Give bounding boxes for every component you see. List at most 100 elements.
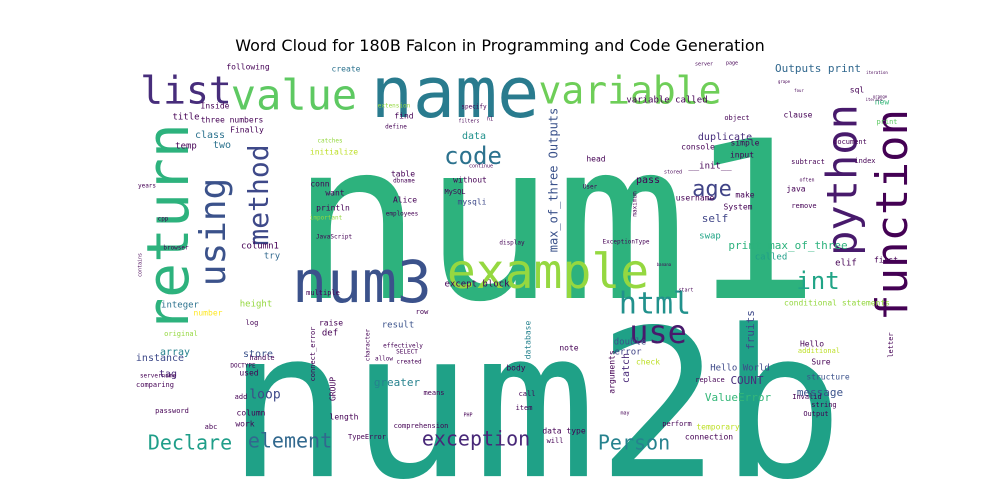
word-cpp: cpp (158, 216, 169, 223)
word-grape: grape (778, 79, 791, 84)
word-self: self (702, 212, 729, 225)
word-subtract: subtract (791, 158, 825, 166)
word-num2b: num2b (226, 287, 843, 500)
word-iterate: iterate (866, 97, 883, 102)
word-servername: servername (140, 373, 177, 380)
word-means: means (423, 389, 444, 397)
word-print: print (876, 118, 897, 126)
word-arguments: arguments (608, 350, 617, 394)
word-server: server (695, 62, 713, 68)
word-specify: specify (461, 104, 487, 111)
word-array: array (160, 347, 190, 358)
word-exceptiontype: ExceptionType (603, 239, 650, 246)
word-comparing: comparing (136, 381, 174, 389)
word-invalid: Invalid (792, 393, 822, 401)
word-inside: Inside (201, 102, 230, 111)
word-valueerror: ValueError (705, 391, 772, 404)
word-initialize: initialize (310, 148, 358, 157)
word-outputs-print: Outputs print (775, 62, 861, 75)
word-typeerror: TypeError (348, 433, 386, 441)
word-number: number (194, 309, 223, 318)
word-finally: Finally (230, 126, 264, 135)
word-want: want (325, 189, 344, 198)
word-elif: elif (835, 259, 857, 269)
word-object: object (724, 114, 749, 122)
word-handle: handle (249, 354, 274, 362)
word-may: may (620, 411, 629, 417)
word-perform: perform (662, 420, 692, 428)
word-mysqli: mysqli (458, 198, 487, 207)
word-log: log (246, 319, 259, 327)
word-simple: simple (731, 139, 760, 148)
word-created: created (396, 359, 422, 366)
word-connection: connection (685, 433, 733, 442)
word-try: try (264, 252, 281, 262)
word-row: row (416, 308, 429, 316)
word-hello-world: Hello World (710, 364, 770, 374)
word-duplicate: duplicate (698, 132, 752, 143)
word-used: used (239, 369, 258, 378)
word-table: table (391, 170, 415, 179)
word-length: length (330, 413, 359, 422)
word-connect-error: connect_error (309, 327, 317, 382)
word-filters: filters (458, 119, 479, 125)
word-three-numbers: three numbers (201, 116, 264, 125)
word-system: System (724, 203, 753, 212)
word-user: User (583, 184, 598, 191)
word-maximum: maximum (632, 191, 639, 217)
word-structure: structure (806, 373, 850, 382)
word-h1: h1 (487, 117, 493, 123)
word-loop: loop (249, 388, 280, 403)
word-find: find (394, 112, 413, 121)
word-method: method (242, 144, 275, 245)
word-fruits: fruits (744, 310, 757, 350)
word-replace: replace (695, 376, 725, 384)
word-swap: swap (699, 232, 721, 242)
word-database: database (524, 321, 533, 360)
word-remove: remove (791, 202, 816, 210)
word-html: html (619, 287, 691, 322)
word-called: called (755, 253, 788, 263)
word-conditional-statements: conditional statements (784, 299, 890, 308)
word-num3: num3 (292, 248, 432, 316)
word-character: character (365, 328, 372, 361)
word-input: input (730, 151, 754, 160)
word-exception: exception (422, 427, 530, 451)
word-abc: abc (205, 423, 218, 431)
word-except-block: except block (444, 280, 510, 290)
word-following: following (226, 63, 270, 72)
word-age: age (692, 177, 732, 202)
word-new: new (875, 98, 890, 107)
word-first: first (874, 256, 898, 265)
word-person: Person (598, 431, 670, 455)
word-value: value (231, 71, 357, 120)
word-make: make (735, 191, 754, 200)
word-use: use (629, 313, 687, 351)
word-comprehension: comprehension (394, 422, 449, 430)
word-output: Output (803, 410, 828, 418)
word-function: function (867, 109, 918, 321)
word-instance: instance (136, 353, 184, 364)
word-list: list (140, 69, 232, 113)
word-class: class (195, 130, 225, 141)
word-stored: stored (664, 170, 682, 176)
word-declare: Declare (148, 431, 232, 455)
word-max-of-three-outputs: max_of_three Outputs (547, 108, 561, 253)
word-element: element (248, 429, 332, 453)
word-check: check (636, 358, 660, 367)
word-without: without (453, 176, 487, 185)
word-column1: column1 (241, 242, 279, 252)
word-password: password (155, 407, 189, 415)
word-index: index (854, 157, 875, 165)
word-allow: allow (375, 356, 393, 363)
word-error: error (614, 348, 642, 358)
word-select: SELECT (396, 349, 418, 356)
word-variable: variable (538, 69, 721, 113)
word-mysql: MySQL (444, 188, 465, 196)
word-catches: catches (317, 138, 343, 145)
word-temp: temp (175, 142, 197, 152)
word-integer: integer (161, 301, 200, 311)
word-double: double (614, 338, 647, 348)
word-important: important (310, 215, 343, 222)
word-catch: catch (621, 353, 632, 383)
